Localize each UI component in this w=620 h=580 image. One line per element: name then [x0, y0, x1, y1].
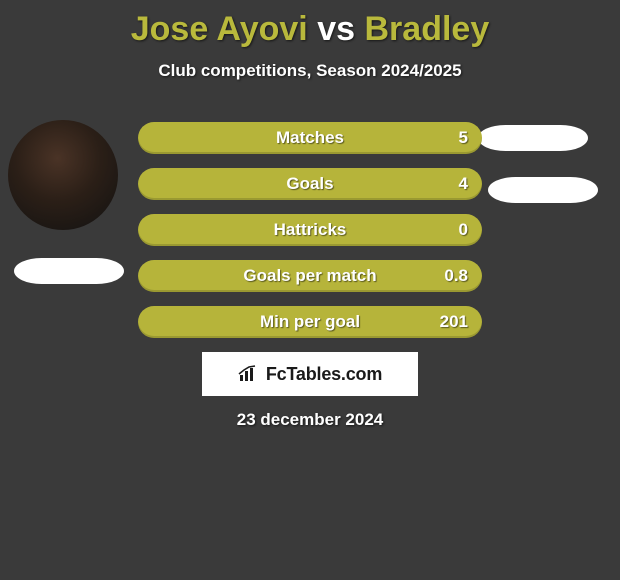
vs-separator: vs [317, 10, 355, 48]
player2-name-pill-1 [478, 125, 588, 151]
player1-name: Jose Ayovi [131, 10, 308, 48]
comparison-title: Jose Ayovi vs Bradley [0, 0, 620, 55]
stat-value: 0.8 [444, 260, 468, 292]
player2-name: Bradley [365, 10, 490, 48]
subtitle: Club competitions, Season 2024/2025 [0, 61, 620, 81]
player1-name-pill [14, 258, 124, 284]
branding-text: FcTables.com [266, 364, 382, 385]
stat-value: 0 [459, 214, 468, 246]
stat-row: Goals 4 [138, 168, 482, 200]
player2-name-pill-2 [488, 177, 598, 203]
stat-row: Min per goal 201 [138, 306, 482, 338]
bar-chart-icon [238, 365, 260, 383]
stat-label: Hattricks [138, 214, 482, 246]
date-label: 23 december 2024 [0, 410, 620, 430]
stat-label: Min per goal [138, 306, 482, 338]
stat-row: Goals per match 0.8 [138, 260, 482, 292]
player1-avatar [8, 120, 118, 230]
stat-row: Hattricks 0 [138, 214, 482, 246]
stat-label: Goals per match [138, 260, 482, 292]
stat-row: Matches 5 [138, 122, 482, 154]
stat-value: 4 [459, 168, 468, 200]
stat-label: Matches [138, 122, 482, 154]
stat-value: 201 [440, 306, 468, 338]
stat-value: 5 [459, 122, 468, 154]
branding-box: FcTables.com [202, 352, 418, 396]
stats-bars: Matches 5 Goals 4 Hattricks 0 Goals per … [138, 122, 482, 352]
stat-label: Goals [138, 168, 482, 200]
